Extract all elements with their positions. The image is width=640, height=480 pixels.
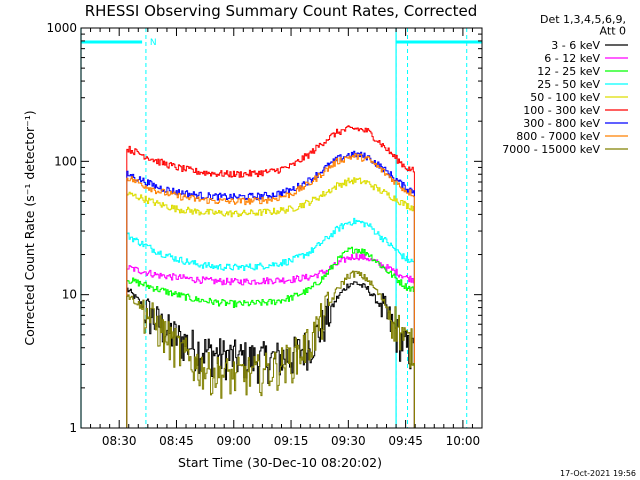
legend-entry-label: 12 - 25 keV	[537, 65, 600, 78]
x-tick-label: 09:00	[216, 434, 251, 448]
series-line-2	[126, 246, 415, 428]
series-2	[126, 246, 415, 428]
series-5	[126, 125, 415, 428]
series-7	[126, 153, 415, 428]
series-8	[126, 270, 415, 428]
series-line-1	[126, 253, 415, 428]
x-tick-label: 09:15	[274, 434, 309, 448]
series-1	[126, 253, 415, 428]
series-line-4	[126, 177, 415, 428]
legend-entry-label: 800 - 7000 keV	[516, 130, 600, 143]
series-line-0	[126, 281, 415, 428]
legend-header: Att 0	[600, 25, 626, 38]
x-tick-label: 09:30	[331, 434, 366, 448]
legend-entry-label: 25 - 50 keV	[537, 78, 600, 91]
y-tick-label: 10	[62, 288, 77, 302]
y-tick-label: 1000	[46, 21, 77, 35]
footer-timestamp: 17-Oct-2021 19:56	[560, 469, 636, 478]
data-layer: N	[80, 28, 482, 428]
top-marker-label: N	[150, 38, 157, 48]
series-0	[126, 281, 415, 428]
series-line-7	[126, 153, 415, 428]
legend-entry-label: 3 - 6 keV	[551, 39, 600, 52]
x-tick-label: 10:00	[446, 434, 481, 448]
chart-title: RHESSI Observing Summary Count Rates, Co…	[85, 2, 478, 20]
y-tick-label: 100	[54, 154, 77, 168]
x-axis-label: Start Time (30-Dec-10 08:20:02)	[178, 455, 382, 470]
legend-entry-label: 6 - 12 keV	[544, 52, 600, 65]
x-tick-label: 08:30	[102, 434, 137, 448]
legend-entry-label: 7000 - 15000 keV	[502, 143, 600, 156]
series-line-3	[126, 217, 415, 428]
y-axis-label: Corrected Count Rate (s⁻¹ detector⁻¹)	[22, 110, 37, 345]
x-tick-label: 08:45	[159, 434, 194, 448]
legend-entry-label: 300 - 800 keV	[523, 117, 600, 130]
legend-header: Det 1,3,4,5,6,9,	[540, 13, 626, 26]
legend-entry-label: 50 - 100 keV	[530, 91, 600, 104]
y-tick-label: 1	[69, 421, 77, 435]
x-tick-label: 09:45	[388, 434, 423, 448]
axis-ticks: 08:30 08:45 09:00 09:15 09:30 09:45 10:00 1 10 10…	[46, 21, 483, 448]
series-4	[126, 177, 415, 428]
legend-entry-label: 100 - 300 keV	[523, 104, 600, 117]
series-line-5	[126, 125, 415, 428]
series-line-8	[126, 270, 415, 428]
series-3	[126, 217, 415, 428]
